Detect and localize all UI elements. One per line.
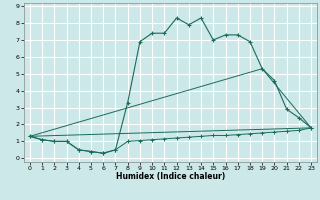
- X-axis label: Humidex (Indice chaleur): Humidex (Indice chaleur): [116, 172, 225, 181]
